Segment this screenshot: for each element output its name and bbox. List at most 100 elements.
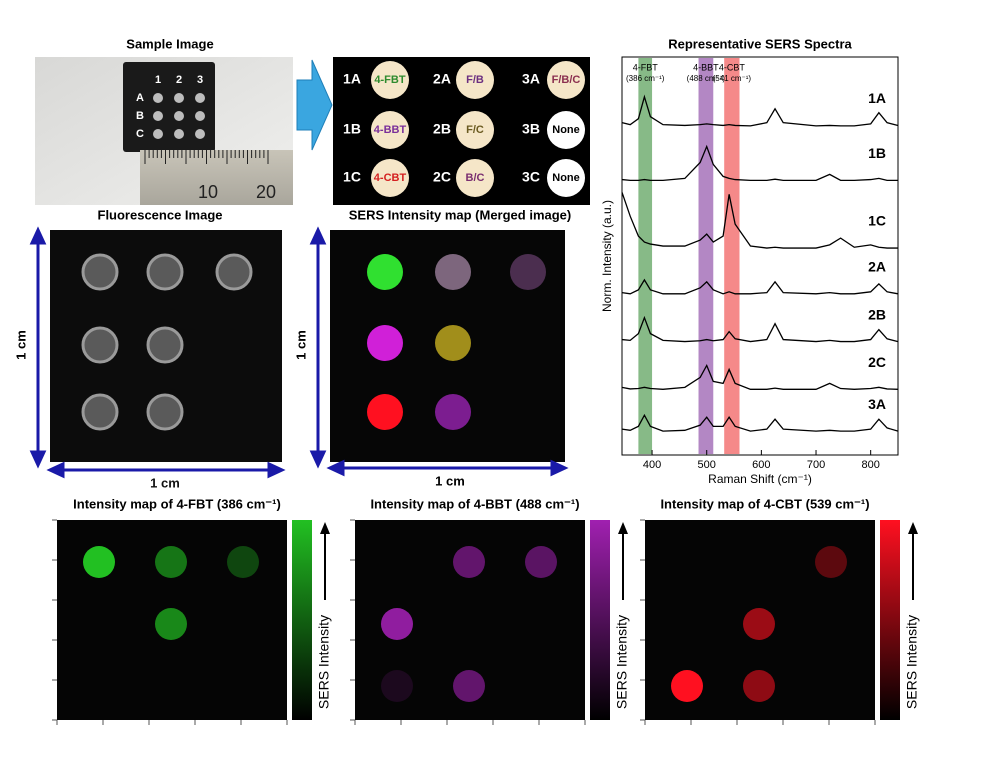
x-axis-label: Raman Shift (cm⁻¹) (708, 472, 812, 486)
well-id: 2B (433, 121, 451, 137)
x-tick-label: 600 (752, 459, 770, 471)
arrow (296, 59, 333, 151)
scale-label: 1 cm (150, 475, 180, 490)
panel-title: Intensity map of 4-FBT (386 cm⁻¹) (73, 496, 281, 511)
ruler-label: 10 (198, 182, 218, 202)
well-label: F/B/C (552, 74, 581, 86)
column-label: 1 (155, 74, 161, 86)
map-spot (367, 394, 403, 430)
well (456, 111, 494, 149)
panel-title: Fluorescence Image (98, 207, 223, 222)
band-label: 4-FBT (633, 62, 659, 72)
band (638, 58, 653, 454)
well (371, 159, 409, 197)
map-spot (510, 254, 546, 290)
band-label: 4-CBT (719, 62, 746, 72)
map-spot (155, 546, 187, 578)
scale-label: 1 cm (13, 330, 28, 360)
map-spot (743, 670, 775, 702)
series-label: 1B (868, 145, 886, 161)
panel-title: Intensity map of 4-CBT (539 cm⁻¹) (660, 496, 869, 511)
well-id: 2A (433, 71, 451, 87)
band-label: (386 cm⁻¹) (626, 74, 665, 83)
plate-hole (195, 93, 205, 103)
well-id: 1B (343, 121, 361, 137)
well-id: 3C (522, 169, 540, 185)
well (456, 61, 494, 99)
panel-title: Sample Image (126, 36, 213, 51)
series-label: 2A (868, 259, 886, 275)
spectrum (621, 315, 899, 343)
column-label: 2 (176, 74, 182, 86)
band-label: 4-BBT (693, 62, 719, 72)
row-label: C (136, 128, 144, 140)
fluorescence-spot (215, 253, 253, 291)
plate-hole (195, 111, 205, 121)
well-label: None (552, 124, 580, 136)
series-label: 3A (868, 396, 886, 412)
plate-hole (174, 93, 184, 103)
well-label: 4-FBT (374, 74, 405, 86)
colorbar (880, 520, 900, 720)
spectrum (621, 363, 899, 390)
x-tick-label: 700 (807, 459, 825, 471)
panel-title: SERS Intensity map (Merged image) (349, 207, 572, 222)
chart-title: Representative SERS Spectra (668, 36, 852, 51)
map-spot (155, 608, 187, 640)
sample-plate (123, 62, 215, 152)
spectrum (621, 278, 899, 295)
scale-label: 1 cm (435, 473, 465, 488)
plate-hole (174, 129, 184, 139)
well-label: 4-CBT (374, 172, 407, 184)
map-spot (381, 670, 413, 702)
spectrum (621, 192, 898, 249)
map-spot (381, 608, 413, 640)
row-label: A (136, 92, 144, 104)
plate-hole (174, 111, 184, 121)
well (371, 61, 409, 99)
x-tick-label: 400 (643, 459, 661, 471)
well (371, 111, 409, 149)
well-label: 4-BBT (374, 124, 407, 136)
well-id: 1A (343, 71, 361, 87)
spectrum (621, 413, 899, 432)
map-spot (435, 325, 471, 361)
map-spot (227, 546, 259, 578)
well-label: F/C (466, 124, 484, 136)
well-label: None (552, 172, 580, 184)
band-label: (488 cm⁻¹) (687, 74, 726, 83)
colorbar (590, 520, 610, 720)
colorbar-label: SERS Intensity (316, 615, 332, 709)
map-spot (815, 546, 847, 578)
band (698, 58, 714, 454)
spectrum (621, 144, 898, 182)
ruler-label: 20 (256, 182, 276, 202)
band-label: (541 cm⁻¹) (713, 74, 752, 83)
spectrum (621, 94, 899, 127)
fluorescence-spot (81, 253, 119, 291)
map-spot (453, 546, 485, 578)
colorbar-label: SERS Intensity (904, 615, 920, 709)
fluorescence-spot (81, 393, 119, 431)
well (547, 159, 585, 197)
map-spot (367, 254, 403, 290)
map-spot (671, 670, 703, 702)
colorbar (292, 520, 312, 720)
colorbar-label: SERS Intensity (614, 615, 630, 709)
map-spot (525, 546, 557, 578)
plate-hole (153, 111, 163, 121)
well (547, 61, 585, 99)
row-label: B (136, 110, 144, 122)
well-label: B/C (466, 172, 485, 184)
series-label: 1C (868, 213, 886, 229)
panel-title: Intensity map of 4-BBT (488 cm⁻¹) (370, 496, 579, 511)
scale-arrows (29, 226, 569, 479)
colorbar-arrow (908, 522, 918, 534)
well-label: F/B (466, 74, 484, 86)
y-axis-label: Norm. Intensity (a.u.) (600, 200, 614, 312)
colorbar-arrow (320, 522, 330, 534)
map-spot (367, 325, 403, 361)
well-id: 2C (433, 169, 451, 185)
series-label: 2C (868, 354, 886, 370)
